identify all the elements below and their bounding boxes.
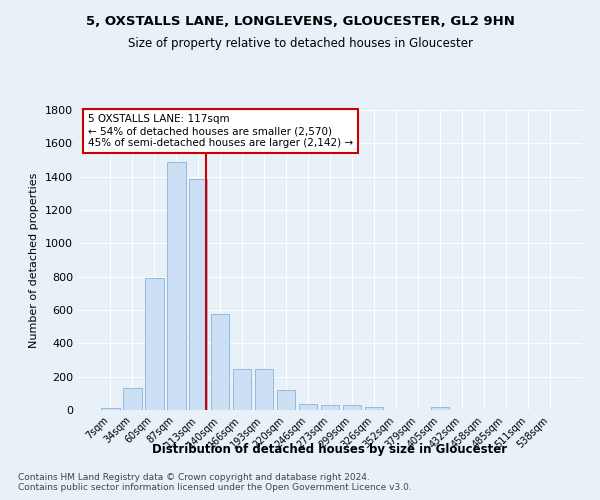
Text: Contains public sector information licensed under the Open Government Licence v3: Contains public sector information licen… — [18, 484, 412, 492]
Bar — [145, 278, 164, 410]
Bar — [365, 407, 383, 410]
Bar — [233, 369, 251, 410]
Text: Contains HM Land Registry data © Crown copyright and database right 2024.: Contains HM Land Registry data © Crown c… — [18, 474, 370, 482]
Bar — [277, 390, 295, 410]
Text: 5 OXSTALLS LANE: 117sqm
← 54% of detached houses are smaller (2,570)
45% of semi: 5 OXSTALLS LANE: 117sqm ← 54% of detache… — [88, 114, 353, 148]
Bar — [255, 369, 274, 410]
Bar — [211, 314, 229, 410]
Bar — [101, 408, 119, 410]
Bar — [189, 179, 208, 410]
Text: Size of property relative to detached houses in Gloucester: Size of property relative to detached ho… — [128, 38, 473, 51]
Bar — [299, 404, 317, 410]
Bar — [431, 406, 449, 410]
Bar — [123, 388, 142, 410]
Bar — [167, 162, 185, 410]
Bar — [320, 406, 340, 410]
Text: 5, OXSTALLS LANE, LONGLEVENS, GLOUCESTER, GL2 9HN: 5, OXSTALLS LANE, LONGLEVENS, GLOUCESTER… — [86, 15, 514, 28]
Y-axis label: Number of detached properties: Number of detached properties — [29, 172, 40, 348]
Bar — [343, 406, 361, 410]
Text: Distribution of detached houses by size in Gloucester: Distribution of detached houses by size … — [152, 442, 508, 456]
